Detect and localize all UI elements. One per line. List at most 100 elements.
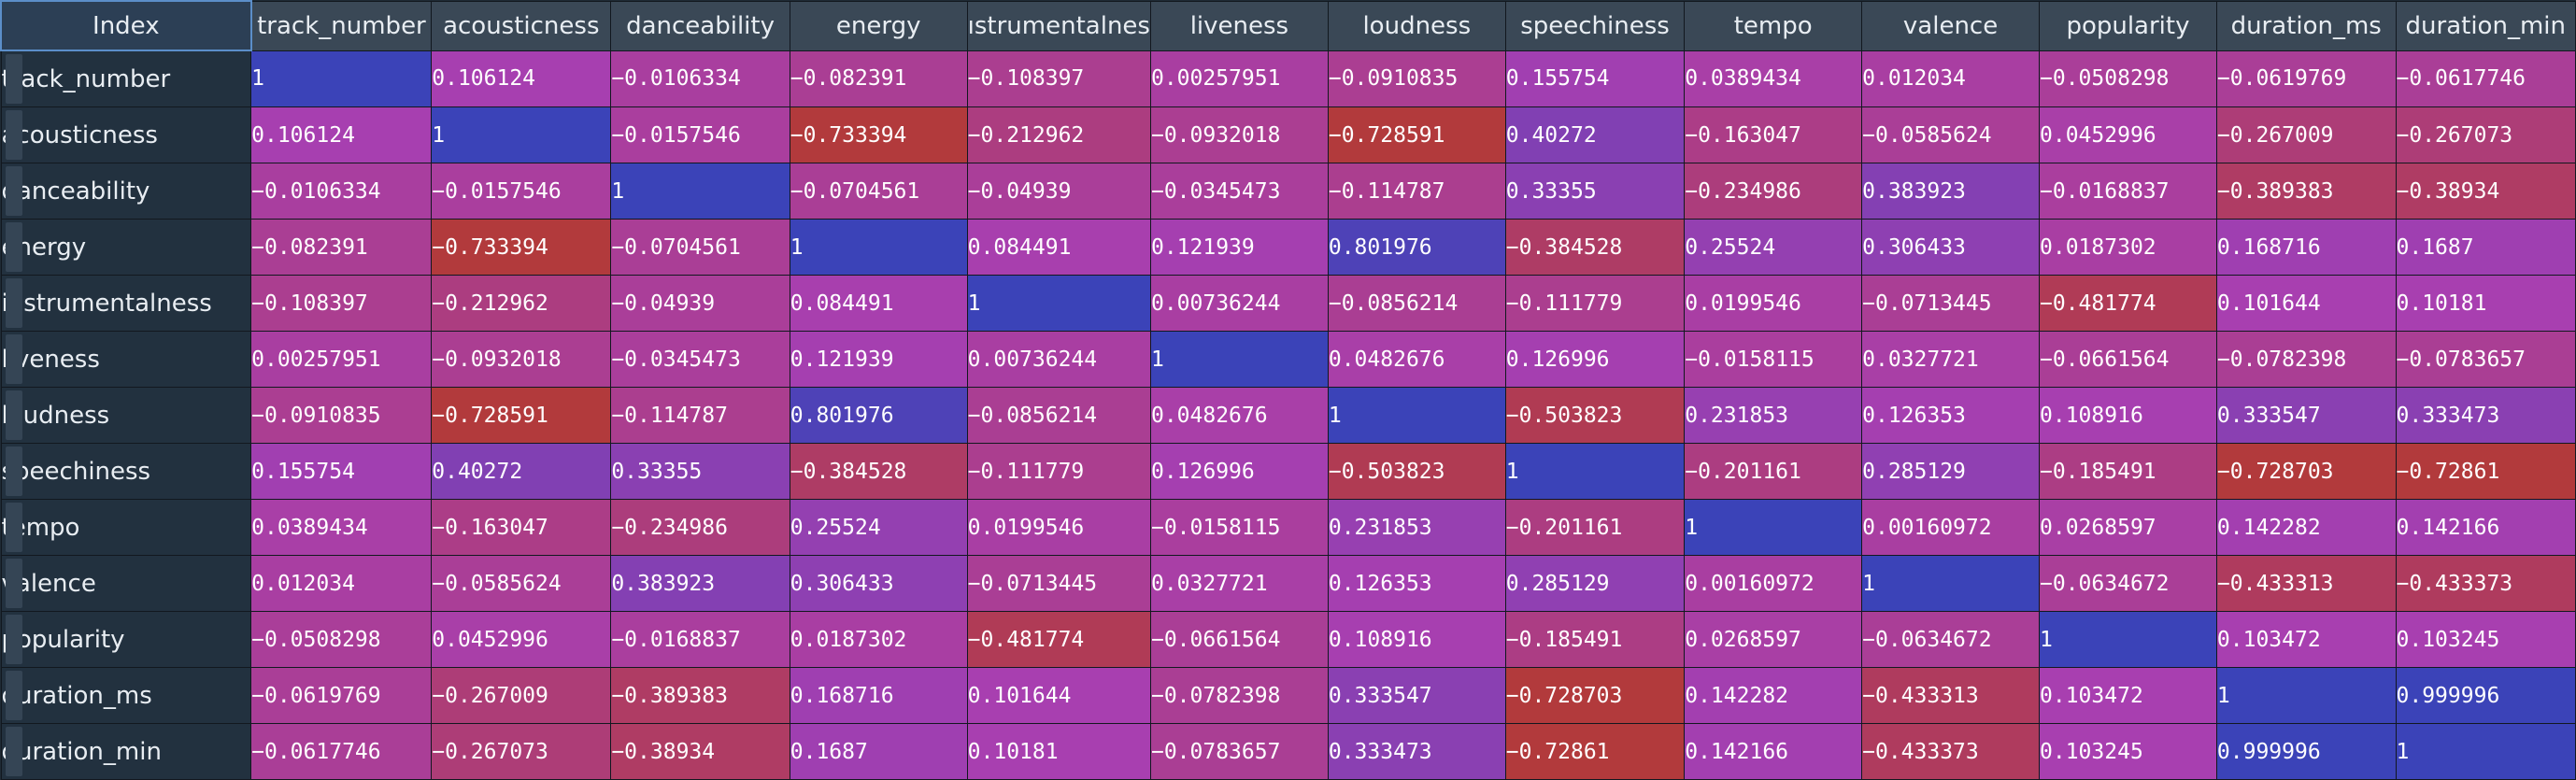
table-cell[interactable]: −0.0783657: [1149, 723, 1329, 780]
table-cell[interactable]: 0.1687: [789, 723, 968, 780]
table-cell[interactable]: 0.142166: [2395, 499, 2576, 556]
table-cell[interactable]: −0.433313: [1861, 667, 2041, 724]
table-cell[interactable]: −0.0704561: [610, 219, 790, 276]
table-cell[interactable]: 0.103472: [2039, 667, 2217, 724]
table-cell[interactable]: 1: [2215, 667, 2397, 724]
table-cell[interactable]: −0.0585624: [1861, 106, 2041, 163]
column-header-tempo[interactable]: tempo: [1684, 0, 1863, 51]
row-header-energy[interactable]: energy: [0, 219, 252, 276]
table-cell[interactable]: −0.0910835: [250, 387, 433, 444]
column-header-acousticness[interactable]: acousticness: [431, 0, 612, 51]
table-cell[interactable]: 1: [2395, 723, 2576, 780]
table-cell[interactable]: −0.481774: [2039, 275, 2217, 332]
row-header-valence[interactable]: valence: [0, 555, 252, 612]
index-column-header[interactable]: Index: [0, 0, 252, 51]
table-cell[interactable]: −0.0617746: [2395, 50, 2576, 107]
column-header-popularity[interactable]: popularity: [2039, 0, 2217, 51]
table-cell[interactable]: 0.0482676: [1149, 387, 1329, 444]
table-cell[interactable]: 1: [610, 163, 790, 220]
table-cell[interactable]: 0.306433: [1861, 219, 2041, 276]
table-cell[interactable]: 0.383923: [1861, 163, 2041, 220]
table-cell[interactable]: −0.212962: [431, 275, 612, 332]
table-cell[interactable]: 0.1687: [2395, 219, 2576, 276]
table-cell[interactable]: −0.0782398: [1149, 667, 1329, 724]
table-cell[interactable]: −0.201161: [1504, 499, 1686, 556]
table-cell[interactable]: −0.0168837: [610, 611, 790, 668]
row-header-loudness[interactable]: loudness: [0, 387, 252, 444]
table-cell[interactable]: −0.384528: [1504, 219, 1686, 276]
table-cell[interactable]: 0.0187302: [789, 611, 968, 668]
table-cell[interactable]: 0.108916: [2039, 387, 2217, 444]
table-cell[interactable]: 0.25524: [1684, 219, 1863, 276]
table-cell[interactable]: 1: [2039, 611, 2217, 668]
table-cell[interactable]: 0.126996: [1504, 331, 1686, 388]
table-cell[interactable]: −0.04939: [610, 275, 790, 332]
table-cell[interactable]: 0.00736244: [1149, 275, 1329, 332]
table-cell[interactable]: 0.142282: [1684, 667, 1863, 724]
table-cell[interactable]: −0.0619769: [250, 667, 433, 724]
table-cell[interactable]: −0.185491: [2039, 443, 2217, 500]
table-cell[interactable]: 0.121939: [1149, 219, 1329, 276]
table-cell[interactable]: 0.0268597: [2039, 499, 2217, 556]
table-cell[interactable]: 1: [966, 275, 1151, 332]
row-header-duration-min[interactable]: duration_min: [0, 723, 252, 780]
row-header-tempo[interactable]: tempo: [0, 499, 252, 556]
table-cell[interactable]: 0.33355: [610, 443, 790, 500]
table-cell[interactable]: 0.285129: [1861, 443, 2041, 500]
table-cell[interactable]: −0.267073: [2395, 106, 2576, 163]
table-cell[interactable]: 0.012034: [250, 555, 433, 612]
table-cell[interactable]: −0.111779: [966, 443, 1151, 500]
table-cell[interactable]: 0.0268597: [1684, 611, 1863, 668]
table-cell[interactable]: −0.433313: [2215, 555, 2397, 612]
table-cell[interactable]: 0.103245: [2395, 611, 2576, 668]
table-cell[interactable]: −0.163047: [1684, 106, 1863, 163]
row-header-acousticness[interactable]: acousticness: [0, 106, 252, 163]
table-cell[interactable]: 0.0389434: [250, 499, 433, 556]
table-cell[interactable]: 0.106124: [431, 50, 612, 107]
table-cell[interactable]: −0.185491: [1504, 611, 1686, 668]
table-cell[interactable]: −0.0634672: [1861, 611, 2041, 668]
table-cell[interactable]: −0.728703: [2215, 443, 2397, 500]
table-cell[interactable]: 0.33355: [1504, 163, 1686, 220]
table-cell[interactable]: 0.142166: [1684, 723, 1863, 780]
table-cell[interactable]: 0.0452996: [2039, 106, 2217, 163]
table-cell[interactable]: 0.0187302: [2039, 219, 2217, 276]
table-cell[interactable]: 1: [1327, 387, 1506, 444]
table-cell[interactable]: 0.155754: [1504, 50, 1686, 107]
column-header-speechiness[interactable]: speechiness: [1504, 0, 1686, 51]
table-cell[interactable]: −0.04939: [966, 163, 1151, 220]
table-cell[interactable]: −0.0619769: [2215, 50, 2397, 107]
table-cell[interactable]: −0.163047: [431, 499, 612, 556]
table-cell[interactable]: 0.0389434: [1684, 50, 1863, 107]
table-cell[interactable]: −0.384528: [789, 443, 968, 500]
table-cell[interactable]: 0.0327721: [1861, 331, 2041, 388]
table-cell[interactable]: 0.106124: [250, 106, 433, 163]
table-cell[interactable]: −0.728703: [1504, 667, 1686, 724]
table-cell[interactable]: −0.733394: [431, 219, 612, 276]
table-cell[interactable]: −0.0932018: [1149, 106, 1329, 163]
table-cell[interactable]: 0.999996: [2215, 723, 2397, 780]
table-cell[interactable]: 0.00736244: [966, 331, 1151, 388]
table-cell[interactable]: −0.234986: [610, 499, 790, 556]
table-cell[interactable]: −0.38934: [610, 723, 790, 780]
table-cell[interactable]: 1: [250, 50, 433, 107]
table-cell[interactable]: −0.503823: [1504, 387, 1686, 444]
table-cell[interactable]: 0.126996: [1149, 443, 1329, 500]
column-header-liveness[interactable]: liveness: [1149, 0, 1329, 51]
table-cell[interactable]: −0.0704561: [789, 163, 968, 220]
table-cell[interactable]: −0.114787: [610, 387, 790, 444]
row-header-instrumentalness[interactable]: instrumentalness: [0, 275, 252, 332]
table-cell[interactable]: −0.267073: [431, 723, 612, 780]
column-header-energy[interactable]: energy: [789, 0, 968, 51]
table-cell[interactable]: 0.103245: [2039, 723, 2217, 780]
table-cell[interactable]: −0.0782398: [2215, 331, 2397, 388]
table-cell[interactable]: −0.0508298: [2039, 50, 2217, 107]
table-cell[interactable]: −0.0158115: [1684, 331, 1863, 388]
table-cell[interactable]: 1: [431, 106, 612, 163]
table-cell[interactable]: 0.00257951: [250, 331, 433, 388]
table-cell[interactable]: −0.0168837: [2039, 163, 2217, 220]
table-cell[interactable]: −0.733394: [789, 106, 968, 163]
table-cell[interactable]: −0.433373: [2395, 555, 2576, 612]
table-cell[interactable]: −0.108397: [250, 275, 433, 332]
table-cell[interactable]: −0.0634672: [2039, 555, 2217, 612]
